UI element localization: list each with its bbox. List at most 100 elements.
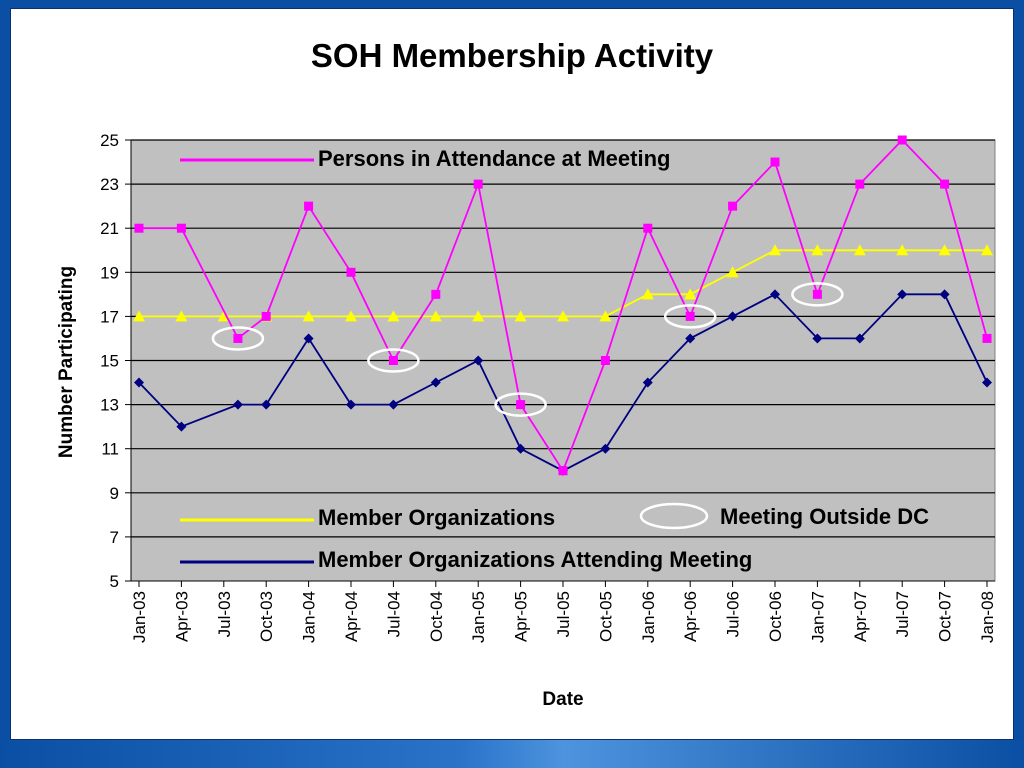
data-point <box>727 311 738 322</box>
data-point <box>642 377 653 388</box>
legend-swatch-ellipse <box>639 502 709 530</box>
data-point <box>175 310 188 322</box>
y-tick-label: 17 <box>100 307 119 326</box>
data-point <box>431 289 441 299</box>
y-axis-label: Number Participating <box>56 266 77 458</box>
x-tick-label: Jan-03 <box>130 591 149 643</box>
data-point <box>557 310 569 322</box>
data-point <box>981 244 993 256</box>
y-tick-label: 21 <box>100 219 119 238</box>
data-point <box>346 399 356 410</box>
series-diamond <box>134 289 992 476</box>
data-point <box>133 310 145 322</box>
data-point <box>387 310 400 322</box>
data-point <box>685 333 696 344</box>
data-point <box>303 333 314 344</box>
outside-dc-ellipse <box>791 282 844 307</box>
x-tick-label: Jan-08 <box>978 591 997 643</box>
data-point <box>472 310 485 322</box>
x-tick-label: Oct-07 <box>936 591 955 642</box>
y-tick-label: 7 <box>110 528 119 547</box>
y-axis-ticks: 5 7 9 11 13 15 17 19 21 23 25 <box>100 131 995 591</box>
data-point <box>812 333 823 344</box>
data-point <box>897 289 908 300</box>
data-point <box>302 310 315 322</box>
data-point <box>430 377 441 388</box>
x-tick-label: Jul-04 <box>384 591 403 637</box>
data-point <box>304 201 314 211</box>
data-point <box>232 399 243 410</box>
data-point <box>261 311 271 321</box>
data-point <box>643 223 653 233</box>
x-axis-label: Date <box>542 689 583 710</box>
x-tick-label: Jan-05 <box>469 591 488 643</box>
data-point <box>473 179 483 189</box>
x-tick-label: Jul-07 <box>893 591 912 637</box>
data-point <box>940 179 950 189</box>
y-tick-label: 15 <box>100 352 119 371</box>
data-point <box>514 310 527 322</box>
x-tick-label: Jul-03 <box>215 591 234 637</box>
data-point <box>641 288 654 300</box>
y-tick-label: 11 <box>101 440 119 459</box>
data-point <box>982 377 992 388</box>
data-point <box>515 443 526 454</box>
outside-dc-ellipse <box>663 304 717 329</box>
y-tick-label: 9 <box>110 484 119 503</box>
data-point <box>728 201 738 211</box>
y-tick-label: 5 <box>110 572 119 591</box>
x-axis-ticks: Jan-03 Apr-03 Jul-03 Oct-03 Jan-04 Apr-04 Jul-… <box>130 581 997 643</box>
data-point <box>176 223 186 233</box>
data-point <box>473 355 484 366</box>
y-tick-label: 19 <box>100 263 119 282</box>
legend-label: Meeting Outside DC <box>720 504 929 529</box>
data-point <box>516 400 526 410</box>
data-point <box>261 399 272 410</box>
data-point <box>388 356 398 365</box>
data-point <box>346 267 356 277</box>
x-tick-label: Jan-07 <box>808 591 827 643</box>
data-point <box>388 399 399 410</box>
data-point <box>685 311 695 321</box>
x-tick-label: Apr-07 <box>851 591 870 642</box>
series-square <box>134 135 992 476</box>
slide-bottom-band <box>0 740 1024 768</box>
y-tick-label: 23 <box>100 175 119 194</box>
x-tick-label: Oct-04 <box>427 591 446 642</box>
legend-label: Persons in Attendance at Meeting <box>318 146 670 171</box>
data-point <box>684 288 697 300</box>
x-tick-label: Oct-03 <box>257 591 276 642</box>
x-tick-label: Apr-05 <box>512 591 531 642</box>
data-point <box>855 179 865 189</box>
data-point <box>233 333 243 343</box>
legend-label: Member Organizations Attending Meeting <box>318 547 752 572</box>
data-point <box>600 443 611 454</box>
data-point <box>811 244 824 256</box>
data-point <box>770 157 780 167</box>
x-tick-label: Jan-06 <box>639 591 658 643</box>
data-point <box>769 244 781 256</box>
gridlines <box>131 139 995 538</box>
x-tick-label: Jul-05 <box>554 591 573 637</box>
data-point <box>600 356 610 365</box>
data-point <box>939 289 950 300</box>
data-point <box>429 310 442 322</box>
x-tick-label: Jul-06 <box>724 591 743 637</box>
outside-dc-ellipse <box>211 326 265 351</box>
legend-label: Member Organizations <box>318 505 555 530</box>
data-point <box>134 223 144 233</box>
data-point <box>134 377 144 388</box>
data-point <box>726 266 739 278</box>
data-point <box>938 244 951 256</box>
y-tick-label: 25 <box>100 131 119 150</box>
x-tick-label: Apr-03 <box>172 591 191 642</box>
x-tick-label: Oct-05 <box>596 591 615 642</box>
data-point <box>599 310 612 322</box>
data-point <box>770 289 780 300</box>
outside-dc-annotations <box>211 282 844 417</box>
data-point <box>812 289 822 299</box>
series-layer <box>133 135 993 476</box>
chart-title: SOH Membership Activity <box>311 37 714 74</box>
y-tick-label: 13 <box>100 396 119 415</box>
